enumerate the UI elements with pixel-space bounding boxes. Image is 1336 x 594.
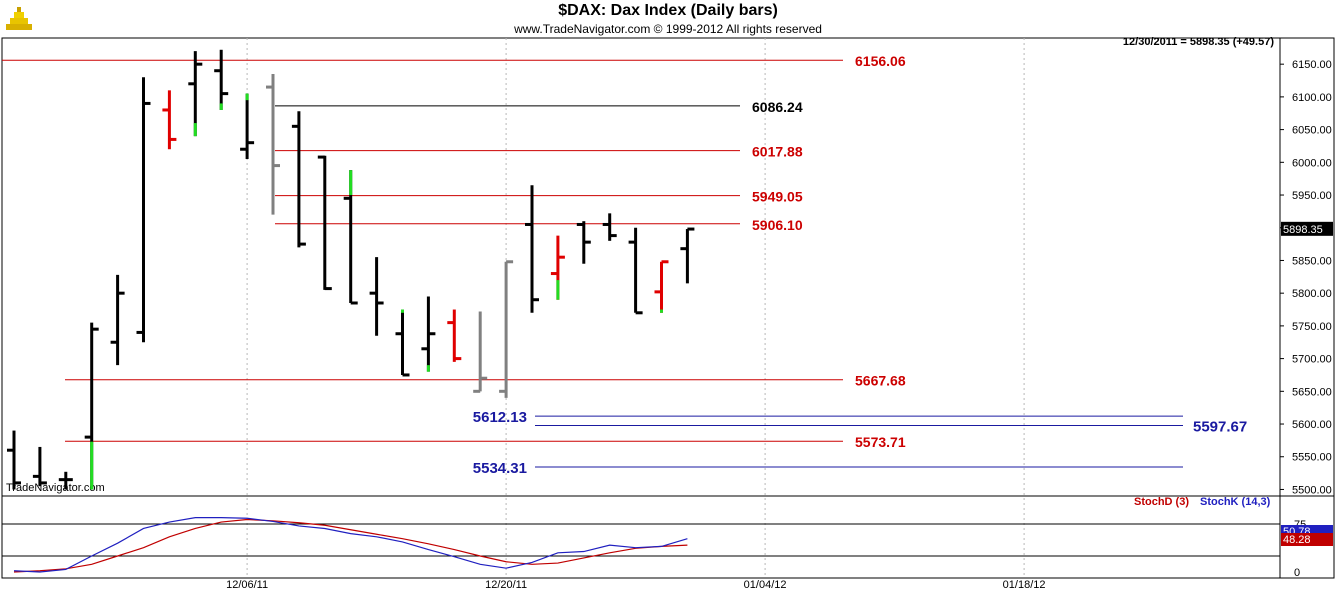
price-panel-frame xyxy=(1,37,1335,497)
x-tick-label: 12/06/11 xyxy=(226,579,268,591)
y-tick-label: 5850.00 xyxy=(1292,255,1332,267)
y-tick-label: 6150.00 xyxy=(1292,59,1332,71)
y-tick-label: 5600.00 xyxy=(1292,419,1332,431)
x-tick-label: 01/18/12 xyxy=(1003,579,1046,591)
stoch-series-line xyxy=(13,516,688,573)
y-tick-label: 6100.00 xyxy=(1292,92,1332,104)
x-tick-label: 12/20/11 xyxy=(485,579,527,591)
level-label: 5667.68 xyxy=(855,373,906,389)
level-label: 5612.13 xyxy=(473,409,527,426)
level-label: 5573.71 xyxy=(855,434,906,450)
y-tick-label: 6000.00 xyxy=(1292,157,1332,169)
chart-title: $DAX: Dax Index (Daily bars) xyxy=(558,2,778,19)
last-price-info: 12/30/2011 = 5898.35 (+49.57) xyxy=(1122,36,1274,48)
chart-subtitle: www.TradeNavigator.com © 1999-2012 All r… xyxy=(514,22,822,36)
stoch-y-tick-label: 0 xyxy=(1294,567,1300,579)
stoch-d-legend: StochD (3) xyxy=(1134,496,1189,508)
stoch-d-value-box xyxy=(1281,533,1333,546)
y-tick-label: 5500.00 xyxy=(1292,484,1332,496)
level-label: 6017.88 xyxy=(752,144,803,160)
level-label: 5597.67 xyxy=(1193,419,1247,436)
stoch-d-value-label: 48.28 xyxy=(1283,534,1311,546)
last-price-box xyxy=(1281,221,1333,236)
y-tick-label: 5700.00 xyxy=(1292,354,1332,366)
stoch-k-legend: StochK (14,3) xyxy=(1200,496,1271,508)
y-tick-label: 5800.00 xyxy=(1292,288,1332,300)
level-label: 5906.10 xyxy=(752,217,803,233)
stoch-series-line xyxy=(13,518,688,573)
y-tick-label: 5750.00 xyxy=(1292,321,1332,333)
y-tick-label: 5950.00 xyxy=(1292,190,1332,202)
y-tick-label: 5550.00 xyxy=(1292,452,1332,464)
level-label: 5949.05 xyxy=(752,189,803,205)
level-label: 6086.24 xyxy=(752,99,803,115)
trade-navigator-logo xyxy=(4,4,34,34)
level-label: 6156.06 xyxy=(855,53,906,69)
y-tick-label: 5650.00 xyxy=(1292,386,1332,398)
last-price-label: 5898.35 xyxy=(1283,224,1323,236)
stoch-panel-frame xyxy=(1,495,1335,579)
level-label: 5534.31 xyxy=(473,460,527,477)
x-tick-label: 01/04/12 xyxy=(744,579,787,591)
y-tick-label: 6050.00 xyxy=(1292,125,1332,137)
watermark: TradeNavigator.com xyxy=(6,482,105,494)
